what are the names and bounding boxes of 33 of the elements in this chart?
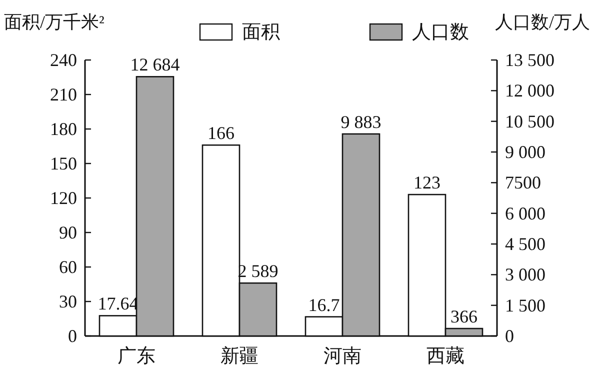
y-tick-label: 210 bbox=[50, 84, 77, 104]
y2-tick-label: 6 000 bbox=[505, 203, 546, 224]
data-label: 9 883 bbox=[340, 112, 382, 132]
y-tick-label: 180 bbox=[50, 119, 77, 139]
legend-label: 人口数 bbox=[412, 22, 469, 43]
y2-tick-label: 3 000 bbox=[505, 264, 546, 285]
y2-tick-label: 12 000 bbox=[505, 80, 554, 101]
y2-axis-title: 人口数/万人 bbox=[494, 12, 590, 32]
legend-label: 面积 bbox=[242, 22, 280, 43]
y2-tick-label: 0 bbox=[505, 326, 514, 346]
data-label: 366 bbox=[450, 306, 478, 327]
y2-tick-label: 4 500 bbox=[505, 234, 546, 254]
y-tick-label: 150 bbox=[50, 154, 77, 174]
data-label: 166 bbox=[208, 123, 234, 144]
x-tick-label: 河南 bbox=[324, 346, 362, 367]
y2-tick-label: 7500 bbox=[505, 172, 541, 193]
x-tick-label: 广东 bbox=[118, 345, 156, 367]
y-tick-label: 120 bbox=[50, 188, 77, 208]
data-label: 16.7 bbox=[308, 294, 340, 315]
x-tick-label: 新疆 bbox=[220, 345, 258, 367]
data-label: 123 bbox=[414, 172, 440, 193]
y-tick-label: 240 bbox=[50, 50, 77, 70]
y-tick-label: 60 bbox=[59, 257, 77, 277]
y-tick-label: 0 bbox=[68, 326, 77, 346]
y2-tick-label: 1 500 bbox=[505, 295, 546, 316]
x-tick-label: 西藏 bbox=[426, 346, 464, 367]
y-tick-label: 90 bbox=[59, 222, 77, 242]
y2-tick-label: 9 000 bbox=[505, 142, 546, 162]
y2-tick-label: 10 500 bbox=[505, 111, 554, 132]
y-axis-title: 面积/万千米² bbox=[4, 12, 104, 32]
y2-tick-label: 13 500 bbox=[505, 50, 554, 70]
y-tick-label: 30 bbox=[59, 292, 77, 312]
data-label: 12 684 bbox=[130, 54, 180, 75]
